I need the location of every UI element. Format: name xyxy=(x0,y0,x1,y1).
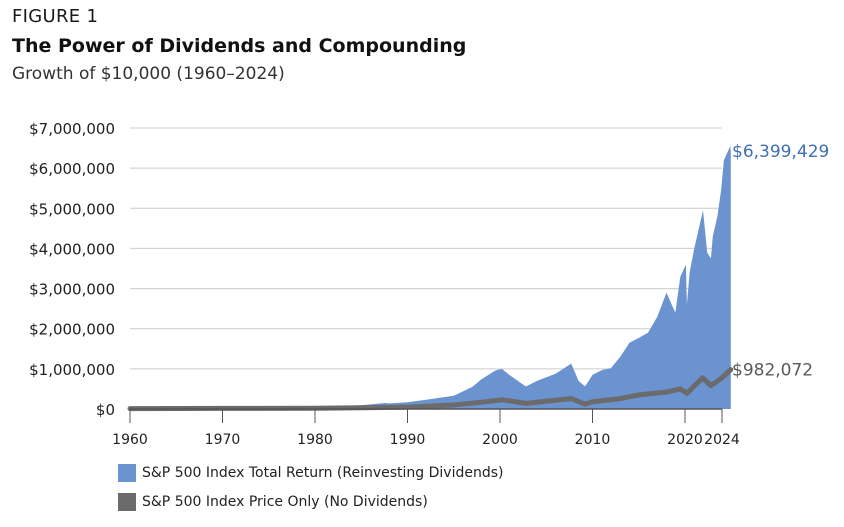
series-layer xyxy=(127,146,734,412)
legend-label-price-only: S&P 500 Index Price Only (No Dividends) xyxy=(142,494,428,510)
legend-swatch-price-only xyxy=(118,493,136,511)
end-label-price-only: $982,072 xyxy=(732,361,813,381)
series-line-price-only xyxy=(127,367,734,412)
legend-label-total-return: S&P 500 Index Total Return (Reinvesting … xyxy=(142,465,504,481)
y-tick-label: $0 xyxy=(96,401,115,419)
axis-layer: $0 $1,000,000 $2,000,000 $3,000,000 $4,000,0… xyxy=(29,120,740,448)
legend-item-price-only: S&P 500 Index Price Only (No Dividends) xyxy=(118,492,504,512)
x-tick-label: 2020 xyxy=(667,432,703,448)
chart-subtitle: Growth of $10,000 (1960–2024) xyxy=(12,64,285,84)
x-tick-label: 2024 xyxy=(704,432,740,448)
grid-layer xyxy=(130,127,722,370)
end-label-layer: $6,399,429 $982,072 xyxy=(732,142,829,380)
chart-plot: $0 $1,000,000 $2,000,000 $3,000,000 $4,000,0… xyxy=(29,120,829,448)
x-tick-label: 1970 xyxy=(205,432,241,448)
series-area-total-return xyxy=(130,146,731,409)
x-tick-label: 2010 xyxy=(575,432,611,448)
x-tick-label: 1990 xyxy=(390,432,426,448)
y-tick-label: $7,000,000 xyxy=(29,120,115,138)
x-tick-label: 2000 xyxy=(482,432,518,448)
end-label-total-return: $6,399,429 xyxy=(732,142,829,162)
x-tick-label: 1960 xyxy=(112,432,148,448)
y-tick-label: $3,000,000 xyxy=(29,281,115,299)
y-tick-label: $2,000,000 xyxy=(29,321,115,339)
y-tick-label: $1,000,000 xyxy=(29,361,115,379)
chart-title: The Power of Dividends and Compounding xyxy=(12,35,467,57)
legend-swatch-total-return xyxy=(118,464,136,482)
figure-label: FIGURE 1 xyxy=(12,6,99,27)
legend: S&P 500 Index Total Return (Reinvesting … xyxy=(118,463,504,521)
x-tick-label: 1980 xyxy=(297,432,333,448)
y-tick-label: $6,000,000 xyxy=(29,160,115,178)
y-tick-label: $4,000,000 xyxy=(29,240,115,258)
legend-item-total-return: S&P 500 Index Total Return (Reinvesting … xyxy=(118,463,504,483)
y-tick-label: $5,000,000 xyxy=(29,200,115,218)
